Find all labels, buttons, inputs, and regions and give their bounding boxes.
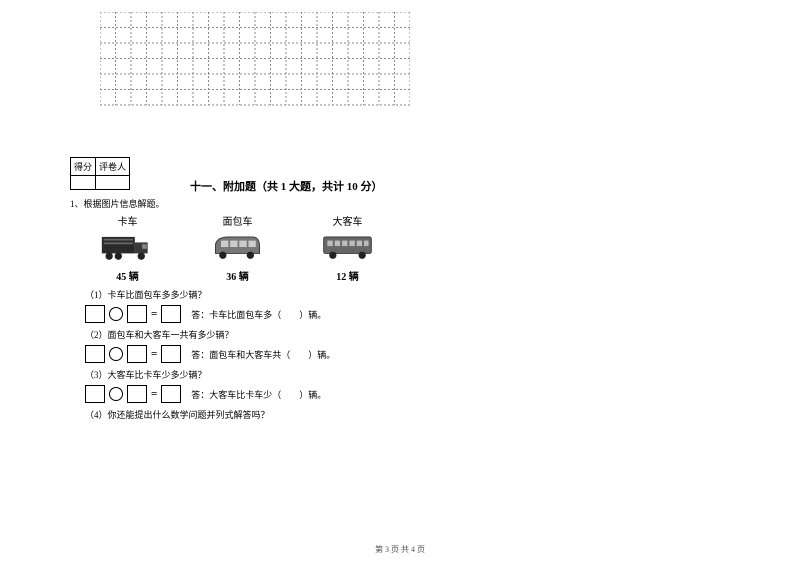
operand-box[interactable] xyxy=(85,345,105,363)
operator-circle[interactable] xyxy=(109,347,123,361)
bus-icon xyxy=(320,231,375,263)
answer-text-2: 答：面包车和大客车共（ ）辆。 xyxy=(191,348,335,361)
vehicles-row: 卡车 45 辆 面包车 36 辆 大客车 xyxy=(100,213,730,283)
score-table: 得分 评卷人 xyxy=(70,157,130,190)
equals-sign: = xyxy=(151,348,157,360)
writing-grid xyxy=(100,12,410,112)
equals-sign: = xyxy=(151,388,157,400)
truck-icon xyxy=(100,231,155,263)
vehicle-van-count: 36 辆 xyxy=(210,268,265,283)
operand-box[interactable] xyxy=(85,385,105,403)
van-icon xyxy=(210,231,265,263)
eq-line-3: = 答：大客车比卡车少（ ）辆。 xyxy=(85,385,730,403)
equals-sign: = xyxy=(151,308,157,320)
subq-2: （2）面包车和大客车一共有多少辆？ xyxy=(85,328,730,341)
grader-cell[interactable] xyxy=(96,176,130,190)
operand-box[interactable] xyxy=(127,385,147,403)
operator-circle[interactable] xyxy=(109,387,123,401)
question-stem: 1、根据图片信息解题。 xyxy=(70,197,730,210)
score-header: 得分 xyxy=(71,158,96,176)
result-box[interactable] xyxy=(161,385,181,403)
answer-text-3: 答：大客车比卡车少（ ）辆。 xyxy=(191,388,326,401)
vehicle-bus-label: 大客车 xyxy=(320,213,375,228)
eq-line-2: = 答：面包车和大客车共（ ）辆。 xyxy=(85,345,730,363)
vehicle-bus: 大客车 12 辆 xyxy=(320,213,375,283)
vehicle-truck-label: 卡车 xyxy=(100,213,155,228)
subq-1: （1）卡车比面包车多多少辆？ xyxy=(85,288,730,301)
operand-box[interactable] xyxy=(85,305,105,323)
subq-3: （3）大客车比卡车少多少辆？ xyxy=(85,368,730,381)
vehicle-truck: 卡车 45 辆 xyxy=(100,213,155,283)
operator-circle[interactable] xyxy=(109,307,123,321)
vehicle-van-label: 面包车 xyxy=(210,213,265,228)
vehicle-van: 面包车 36 辆 xyxy=(210,213,265,283)
subq-4: （4）你还能提出什么数学问题并列式解答吗？ xyxy=(85,408,730,421)
grid-svg xyxy=(100,12,410,107)
score-cell[interactable] xyxy=(71,176,96,190)
operand-box[interactable] xyxy=(127,345,147,363)
page-footer: 第 3 页 共 4 页 xyxy=(0,544,800,555)
operand-box[interactable] xyxy=(127,305,147,323)
result-box[interactable] xyxy=(161,305,181,323)
section-title: 十一、附加题（共 1 大题，共计 10 分） xyxy=(190,178,730,194)
grader-header: 评卷人 xyxy=(96,158,130,176)
eq-line-1: = 答：卡车比面包车多（ ）辆。 xyxy=(85,305,730,323)
answer-text-1: 答：卡车比面包车多（ ）辆。 xyxy=(191,308,326,321)
vehicle-truck-count: 45 辆 xyxy=(100,268,155,283)
vehicle-bus-count: 12 辆 xyxy=(320,268,375,283)
result-box[interactable] xyxy=(161,345,181,363)
